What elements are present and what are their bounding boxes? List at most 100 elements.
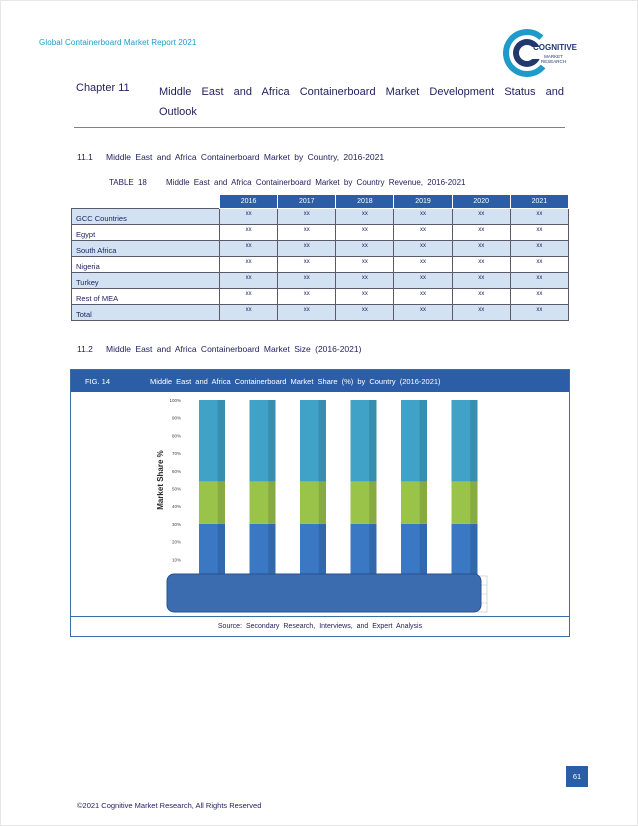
- chapter-number: Chapter 11: [76, 82, 130, 94]
- y-tick-label: 30%: [172, 522, 181, 527]
- legend-placeholder: [166, 573, 488, 613]
- bar-segment-series-1: [199, 523, 225, 577]
- y-tick-label: 100%: [169, 398, 181, 403]
- table-row-label: GCC Countries: [71, 208, 220, 225]
- table-cell: xx: [393, 304, 453, 321]
- table-row-label: Rest of MEA: [71, 288, 220, 305]
- table-row: Total xx xx xx xx xx xx: [71, 304, 570, 321]
- bar-segment-series-1: [300, 523, 326, 577]
- table-row-label: Total: [71, 304, 220, 321]
- figure-source: Source: Secondary Research, Interviews, …: [217, 623, 423, 630]
- page-number: 61: [566, 766, 588, 787]
- bar-shading: [318, 400, 326, 577]
- y-tick-label: 90%: [172, 416, 181, 421]
- footer-copyright: ©2021 Cognitive Market Research, All Rig…: [77, 801, 262, 810]
- bar-segment-series-1: [350, 523, 377, 577]
- table-cell: xx: [335, 224, 395, 241]
- y-tick-label: 20%: [172, 540, 181, 545]
- table-cell: xx: [335, 304, 395, 321]
- table-row: Nigeria xx xx xx xx xx xx: [71, 256, 570, 273]
- bar-segment-series-1: [451, 523, 478, 577]
- logo-subtitle: MARKET RESEARCH: [541, 54, 566, 64]
- bar-segment-series-3: [249, 400, 276, 482]
- bar-segment-series-1: [401, 523, 427, 577]
- table-cell: xx: [277, 272, 337, 289]
- bar-segment-series-3: [401, 400, 427, 482]
- company-logo: COGNITIVE MARKET RESEARCH: [501, 25, 591, 83]
- y-tick-label: 60%: [172, 469, 181, 474]
- table-cell: xx: [218, 304, 279, 321]
- table-cell: xx: [335, 240, 395, 257]
- bar-segment-series-3: [451, 400, 478, 482]
- table-cell: xx: [218, 224, 279, 241]
- table-cell: xx: [451, 272, 511, 289]
- table-cell: xx: [393, 256, 453, 273]
- chapter-divider: [74, 127, 565, 128]
- table-label: TABLE 18: [109, 178, 147, 187]
- figure-title: Middle East and Africa Containerboard Ma…: [150, 377, 441, 386]
- bar-segment-series-2: [401, 481, 427, 524]
- table-row-label: South Africa: [71, 240, 220, 257]
- section-title: Middle East and Africa Containerboard Ma…: [106, 344, 362, 354]
- table-cell: xx: [218, 240, 279, 257]
- table-cell: xx: [393, 240, 453, 257]
- table-cell: xx: [509, 304, 570, 321]
- table-cell: xx: [335, 272, 395, 289]
- bar-series-group: [199, 400, 478, 577]
- bar-shading: [369, 400, 377, 577]
- table-cell: xx: [509, 224, 570, 241]
- table-cell: xx: [451, 304, 511, 321]
- table-cell: xx: [277, 224, 337, 241]
- bar-segment-series-2: [199, 481, 225, 524]
- section-heading-1: 11.1 Middle East and Africa Containerboar…: [77, 152, 384, 162]
- bar-shading: [268, 400, 276, 577]
- logo-name: COGNITIVE: [533, 43, 578, 52]
- table-cell: xx: [218, 288, 279, 305]
- table-row: Rest of MEA xx xx xx xx xx xx: [71, 288, 570, 305]
- table-cell: xx: [393, 208, 453, 225]
- y-tick-label: 50%: [172, 487, 181, 492]
- y-axis-label: Market Share %: [156, 450, 165, 510]
- market-share-chart: 100% 90% 80% 70% 60% 50% 40% 30% 20% 10% Market S…: [156, 398, 488, 613]
- logo-mark-icon: [503, 29, 551, 77]
- table-cell: xx: [335, 208, 395, 225]
- bar-segment-series-2: [249, 481, 276, 524]
- table-cell: xx: [509, 240, 570, 257]
- logo-sub-line-1: MARKET: [544, 54, 563, 59]
- table-cell: xx: [451, 288, 511, 305]
- table-header-blank: [71, 194, 220, 209]
- table-row-label: Egypt: [71, 224, 220, 241]
- y-tick-labels: 100% 90% 80% 70% 60% 50% 40% 30% 20% 10%: [169, 398, 181, 562]
- figure-frame: FIG. 14 Middle East and Africa Container…: [70, 369, 570, 637]
- table-cell: xx: [509, 272, 570, 289]
- table-cell: xx: [218, 272, 279, 289]
- table-cell: xx: [218, 256, 279, 273]
- bar-segment-series-3: [350, 400, 377, 482]
- table-column-header: 2018: [335, 194, 395, 209]
- table-header-row: 2016 2017 2018 2019 2020 2021: [71, 194, 570, 209]
- table-cell: xx: [509, 288, 570, 305]
- table-cell: xx: [451, 240, 511, 257]
- y-tick-label: 40%: [172, 504, 181, 509]
- y-tick-label: 10%: [172, 557, 181, 562]
- y-tick-label: 70%: [172, 451, 181, 456]
- table-column-header: 2021: [509, 194, 570, 209]
- table-column-header: 2016: [218, 194, 279, 209]
- bar-segment-series-1: [249, 523, 276, 577]
- table-cell: xx: [277, 256, 337, 273]
- table-cell: xx: [335, 288, 395, 305]
- report-header: Global Containerboard Market Report 2021: [39, 38, 197, 47]
- section-title: Middle East and Africa Containerboard Ma…: [106, 152, 385, 162]
- bar-segment-series-2: [300, 481, 326, 524]
- section-heading-2: 11.2 Middle East and Africa Containerboar…: [77, 344, 361, 354]
- table-cell: xx: [277, 288, 337, 305]
- table-row: GCC Countries xx xx xx xx xx xx: [71, 208, 570, 225]
- table-column-header: 2020: [451, 194, 511, 209]
- figure-header: FIG. 14 Middle East and Africa Container…: [71, 370, 569, 392]
- table-row-label: Nigeria: [71, 256, 220, 273]
- y-tick-label: 80%: [172, 433, 181, 438]
- table-row: Egypt xx xx xx xx xx xx: [71, 224, 570, 241]
- logo-sub-line-2: RESEARCH: [541, 59, 567, 64]
- table-cell: xx: [393, 288, 453, 305]
